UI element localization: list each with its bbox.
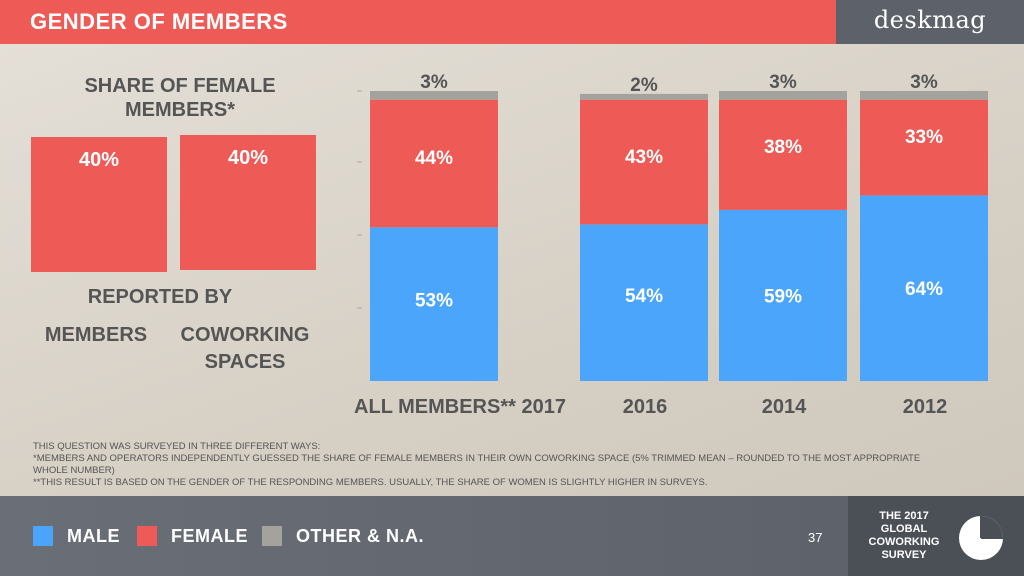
value-label-other-n-a--1: 2%: [630, 75, 658, 96]
page-title: GENDER OF MEMBERS: [0, 0, 836, 44]
bar-female-0: [370, 99, 498, 228]
bar-male-1: [580, 224, 708, 381]
coworking-spaces-label: COWORKING SPACES: [180, 324, 310, 373]
spaces-share-bar: 40%: [180, 135, 316, 270]
bar-male-3: [860, 195, 988, 381]
x-label-2012: 2012: [902, 396, 948, 418]
survey-line-4: SURVEY: [881, 549, 927, 561]
bar-male-2: [719, 209, 847, 381]
x-label-2014: 2014: [761, 396, 807, 418]
bar-other-n-a--3: [860, 91, 988, 100]
other-swatch: [262, 526, 282, 546]
male-swatch: [33, 526, 53, 546]
reported-by-label: REPORTED BY: [87, 286, 233, 308]
value-label-female-1: 43%: [625, 147, 663, 168]
value-label-male-1: 54%: [625, 286, 663, 307]
deskmag-logo: deskmag: [836, 0, 1024, 44]
bar-other-n-a--0: [370, 91, 498, 100]
legend-other-label: OTHER & N.A.: [296, 525, 425, 546]
background: [0, 44, 1024, 496]
legend-female-label: FEMALE: [171, 525, 248, 546]
pie-chart-icon: [959, 516, 1003, 560]
legend-item-male: MALE: [33, 526, 120, 546]
survey-line-2: GLOBAL: [880, 523, 928, 535]
legend-item-other: OTHER & N.A.: [262, 526, 424, 546]
survey-line-1: THE 2017: [879, 510, 929, 522]
value-label-female-0: 44%: [415, 148, 453, 169]
legend-male-label: MALE: [67, 525, 120, 546]
survey-title: THE 2017 GLOBAL COWORKING SURVEY: [856, 510, 952, 562]
members-share-value: 40%: [78, 149, 120, 171]
share-female-title: SHARE OF FEMALE MEMBERS*: [84, 75, 276, 121]
value-label-other-n-a--3: 3%: [910, 72, 938, 93]
value-label-male-2: 59%: [764, 286, 802, 307]
page-number: 37: [808, 530, 823, 545]
value-label-other-n-a--2: 3%: [769, 72, 797, 93]
bar-other-n-a--2: [719, 91, 847, 100]
legend-item-female: FEMALE: [137, 526, 248, 546]
footnote-intro: THIS QUESTION WAS SURVEYED IN THREE DIFF…: [33, 441, 321, 452]
footnote-1: *MEMBERS AND OPERATORS INDEPENDENTLY GUE…: [33, 453, 921, 476]
spaces-share-value: 40%: [227, 147, 269, 169]
value-label-other-n-a--0: 3%: [420, 72, 448, 93]
survey-line-3: COWORKING: [868, 536, 940, 548]
members-share-bar: 40%: [31, 137, 167, 272]
stacked-bar-chart: 53% 44% 3% 54% 43% 2% 59% 38% 3% 64% 33% 3%: [357, 72, 988, 381]
x-label-2016: 2016: [622, 396, 668, 418]
female-swatch: [137, 526, 157, 546]
bar-other-n-a--1: [580, 93, 708, 100]
footnote-2: **THIS RESULT IS BASED ON THE GENDER OF …: [33, 477, 708, 488]
x-label-all-members-2017: ALL MEMBERS** 2017: [354, 396, 566, 418]
bar-female-2: [719, 99, 847, 210]
bar-female-3: [860, 99, 988, 196]
value-label-male-0: 53%: [415, 291, 453, 312]
bar-male-0: [370, 227, 498, 381]
value-label-male-3: 64%: [905, 279, 943, 300]
members-label: MEMBERS: [44, 324, 148, 346]
value-label-female-3: 33%: [905, 127, 943, 148]
bar-female-1: [580, 99, 708, 225]
footnotes: THIS QUESTION WAS SURVEYED IN THREE DIFF…: [33, 441, 953, 489]
value-label-female-2: 38%: [764, 137, 802, 158]
